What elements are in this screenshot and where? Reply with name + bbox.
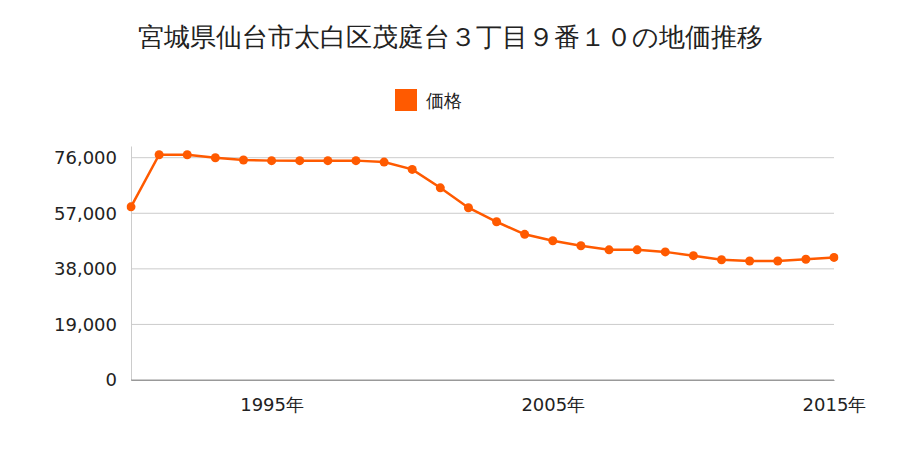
x-axis-line xyxy=(132,380,835,381)
grid-line xyxy=(131,268,834,269)
x-tick: 2005年 xyxy=(521,380,585,415)
point xyxy=(633,245,642,254)
title: 宮城県仙台市太白区茂庭台３丁目９番１０の地価推移 xyxy=(138,22,763,52)
grid-line xyxy=(131,157,834,158)
x-tick-label: 2005年 xyxy=(521,394,585,415)
y-tick: 57,000 xyxy=(54,203,131,224)
grid-line xyxy=(131,324,834,325)
grid xyxy=(131,158,834,380)
x-tick: 2015年 xyxy=(803,380,867,415)
point xyxy=(295,156,304,165)
point xyxy=(745,256,754,265)
point xyxy=(408,165,417,174)
point xyxy=(127,202,136,211)
x-tick-label: 1995年 xyxy=(240,394,304,415)
point xyxy=(351,156,360,165)
legend: 価格 xyxy=(395,89,462,111)
y-tick-label: 38,000 xyxy=(54,258,117,279)
y-tick: 19,000 xyxy=(54,314,131,335)
legend-swatch xyxy=(395,89,417,111)
chart: 宮城県仙台市太白区茂庭台３丁目９番１０の地価推移価格 0 19,000 38,000 5… xyxy=(0,0,900,450)
point xyxy=(155,150,164,159)
point xyxy=(380,158,389,167)
point xyxy=(464,203,473,212)
point xyxy=(183,150,192,159)
y-tick-label: 57,000 xyxy=(54,203,117,224)
point xyxy=(605,245,614,254)
point xyxy=(830,253,839,262)
plot-area xyxy=(127,150,839,265)
point xyxy=(492,217,501,226)
x-tick: 1995年 xyxy=(240,380,304,415)
point xyxy=(661,247,670,256)
point xyxy=(520,230,529,239)
point xyxy=(211,153,220,162)
point xyxy=(576,241,585,250)
x-tick-label: 2015年 xyxy=(803,394,867,415)
y-tick-label: 76,000 xyxy=(54,147,117,168)
y-tick: 0 xyxy=(106,369,131,390)
point xyxy=(267,156,276,165)
point xyxy=(689,251,698,260)
y-tick-label: 19,000 xyxy=(54,314,117,335)
y-tick: 38,000 xyxy=(54,258,131,279)
point xyxy=(436,183,445,192)
point xyxy=(801,255,810,264)
point xyxy=(773,256,782,265)
line xyxy=(131,155,834,261)
y-tick-label: 0 xyxy=(106,369,117,390)
point xyxy=(717,255,726,264)
point xyxy=(323,156,332,165)
y-axis: 0 19,000 38,000 57,000 76,000 xyxy=(54,147,131,391)
y-tick: 76,000 xyxy=(54,147,131,168)
x-axis: 1995年 2005年 2015年 xyxy=(132,380,867,415)
point xyxy=(239,156,248,165)
grid-line xyxy=(131,380,834,381)
legend-label: 価格 xyxy=(426,90,462,111)
y-axis-line xyxy=(131,147,132,381)
point xyxy=(548,236,557,245)
